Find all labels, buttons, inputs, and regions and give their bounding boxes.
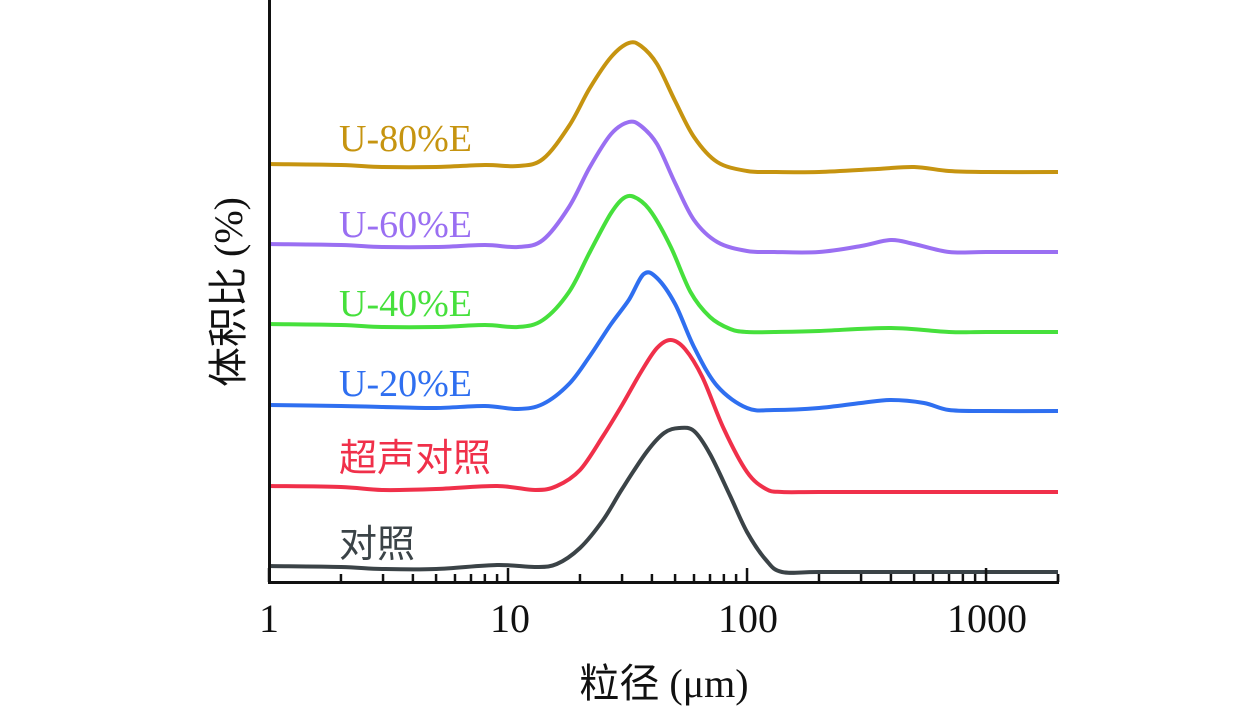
series-label-u80: U-80%E [339,118,472,160]
series-line-1 [268,338,1058,495]
axes [267,0,1060,584]
x-tick-label-100: 100 [718,596,778,641]
series-layer [268,40,1059,575]
series-line-4 [268,119,1058,255]
series-label-u60: U-60%E [339,204,472,246]
series-label-u20: U-20%E [339,363,472,405]
x-axis-title: 粒径 (μm) [579,661,748,706]
x-tick-label-1: 1 [259,596,279,641]
y-axis-title: 体积比 (%) [206,197,251,387]
series-label-u40: U-40%E [339,283,472,325]
series-line-3 [268,193,1058,335]
series-line-2 [268,270,1059,414]
series-label-ultrasound-control: 超声对照 [339,438,491,480]
x-tick-label-1000: 1000 [947,596,1027,641]
x-tick-label-10: 10 [490,596,530,641]
x-ticks [267,568,1060,582]
series-line-0 [268,425,1058,575]
series-line-5 [268,40,1059,175]
series-label-control: 对照 [339,524,415,566]
